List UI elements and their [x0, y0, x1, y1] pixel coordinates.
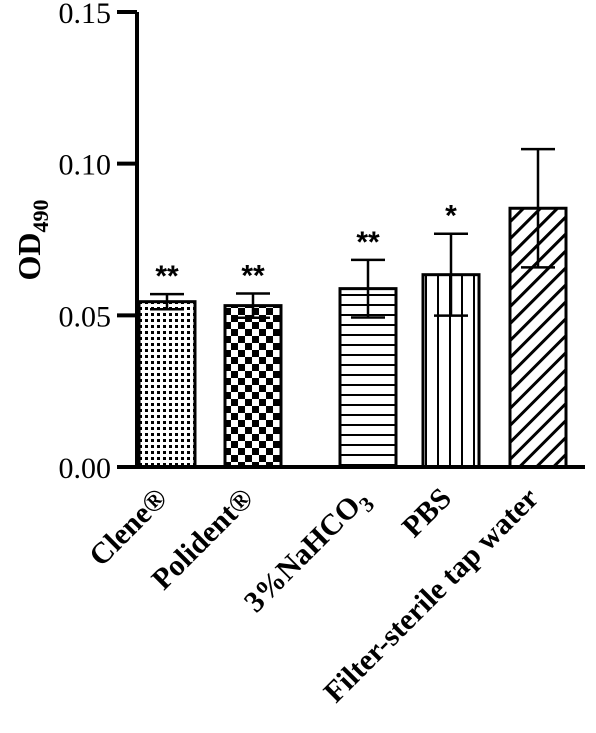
y-tick-label: 0.00 [59, 452, 112, 485]
bar [223, 304, 283, 469]
y-tick-label: 0.05 [59, 300, 112, 333]
y-axis-title-sub: 490 [28, 200, 53, 233]
significance-label: ** [155, 260, 179, 293]
y-tick-label: 0.15 [59, 0, 112, 30]
x-tick-label: 3%NaHCO3 [238, 482, 379, 623]
significance-label: * [445, 200, 457, 233]
y-tick-label: 0.10 [59, 149, 112, 182]
significance-label: ** [241, 259, 265, 292]
x-tick-label: PBS [396, 482, 458, 544]
bars: ** ***** [137, 147, 568, 469]
significance-label: ** [356, 226, 380, 259]
y-axis-title: OD490 [11, 200, 53, 281]
y-axis-title-main: OD [11, 233, 47, 281]
y-axis: 0.00 0.05 0.10 0.15 [59, 0, 139, 485]
bar [137, 300, 197, 469]
x-axis: Clene®Polident®3%NaHCO3 PBSFilter-sterile… [83, 465, 585, 709]
